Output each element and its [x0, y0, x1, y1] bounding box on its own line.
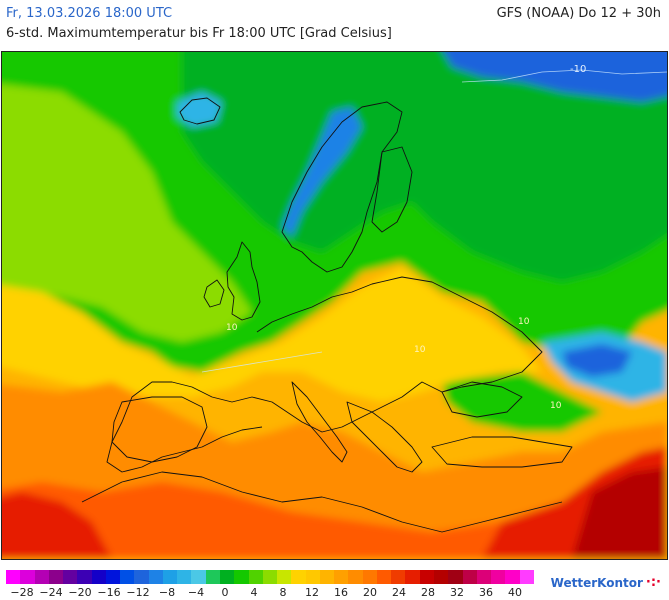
legend-swatch	[149, 570, 163, 584]
legend-swatch	[306, 570, 320, 584]
color-scale	[6, 570, 534, 584]
brand-mark-icon: ·:·	[646, 578, 661, 588]
legend-swatch	[6, 570, 20, 584]
brand-logo: WetterKontor ·:·	[551, 576, 661, 590]
legend-tick-label: −8	[159, 586, 175, 599]
legend-swatch	[377, 570, 391, 584]
legend-tick-label: 4	[251, 586, 258, 599]
legend-tick-label: 32	[450, 586, 464, 599]
legend-swatch	[163, 570, 177, 584]
legend-swatch	[20, 570, 34, 584]
legend-swatch	[263, 570, 277, 584]
legend-tick-label: 20	[363, 586, 377, 599]
legend-swatch	[420, 570, 434, 584]
legend-swatch	[277, 570, 291, 584]
legend-swatch	[77, 570, 91, 584]
legend-tick-label: 12	[305, 586, 319, 599]
legend-swatch	[35, 570, 49, 584]
legend-swatch	[320, 570, 334, 584]
legend-tick-label: 28	[421, 586, 435, 599]
map-subtitle: 6-std. Maximumtemperatur bis Fr 18:00 UT…	[6, 26, 392, 42]
legend-swatch	[363, 570, 377, 584]
legend-tick-label: 0	[222, 586, 229, 599]
contour-label: 10	[414, 345, 426, 355]
contour-label: -10	[570, 64, 586, 75]
legend-tick-label: 40	[508, 586, 522, 599]
legend-swatch	[206, 570, 220, 584]
legend-swatch	[491, 570, 505, 584]
contour-label: 10	[550, 401, 562, 411]
legend-tick-label: −4	[188, 586, 204, 599]
contour-label: 10	[226, 323, 238, 333]
legend-swatch	[463, 570, 477, 584]
legend-swatch	[348, 570, 362, 584]
color-scale-ticks: −28 −24 −20 −16 −12 −8 −4 0 4 8 12 16 20 24 28 32 36 40	[0, 586, 540, 600]
legend-swatch	[92, 570, 106, 584]
legend-swatch	[448, 570, 462, 584]
legend-swatch	[391, 570, 405, 584]
legend-tick-label: −28	[10, 586, 33, 599]
legend-swatch	[434, 570, 448, 584]
legend-tick-label: −16	[97, 586, 120, 599]
legend-swatch	[63, 570, 77, 584]
legend-swatch	[220, 570, 234, 584]
legend-swatch	[291, 570, 305, 584]
legend-tick-label: 24	[392, 586, 406, 599]
contour-label: 10	[518, 317, 530, 327]
legend-tick-label: −12	[126, 586, 149, 599]
legend-swatch	[405, 570, 419, 584]
legend-tick-label: −20	[68, 586, 91, 599]
legend-swatch	[334, 570, 348, 584]
legend-swatch	[505, 570, 519, 584]
model-run: GFS (NOAA) Do 12 + 30h	[497, 6, 661, 22]
legend-tick-label: −24	[39, 586, 62, 599]
legend-tick-label: 36	[479, 586, 493, 599]
legend-swatch	[249, 570, 263, 584]
legend-swatch	[520, 570, 534, 584]
legend-swatch	[134, 570, 148, 584]
legend-swatch	[177, 570, 191, 584]
legend-swatch	[106, 570, 120, 584]
legend-swatch	[191, 570, 205, 584]
legend-swatch	[234, 570, 248, 584]
temperature-map: -10 10 10 10 10	[1, 51, 668, 560]
brand-name: WetterKontor	[551, 576, 643, 590]
forecast-date: Fr, 13.03.2026 18:00 UTC	[6, 6, 172, 22]
legend-tick-label: 8	[280, 586, 287, 599]
legend-swatch	[120, 570, 134, 584]
legend-swatch	[477, 570, 491, 584]
legend-tick-label: 16	[334, 586, 348, 599]
legend-swatch	[49, 570, 63, 584]
